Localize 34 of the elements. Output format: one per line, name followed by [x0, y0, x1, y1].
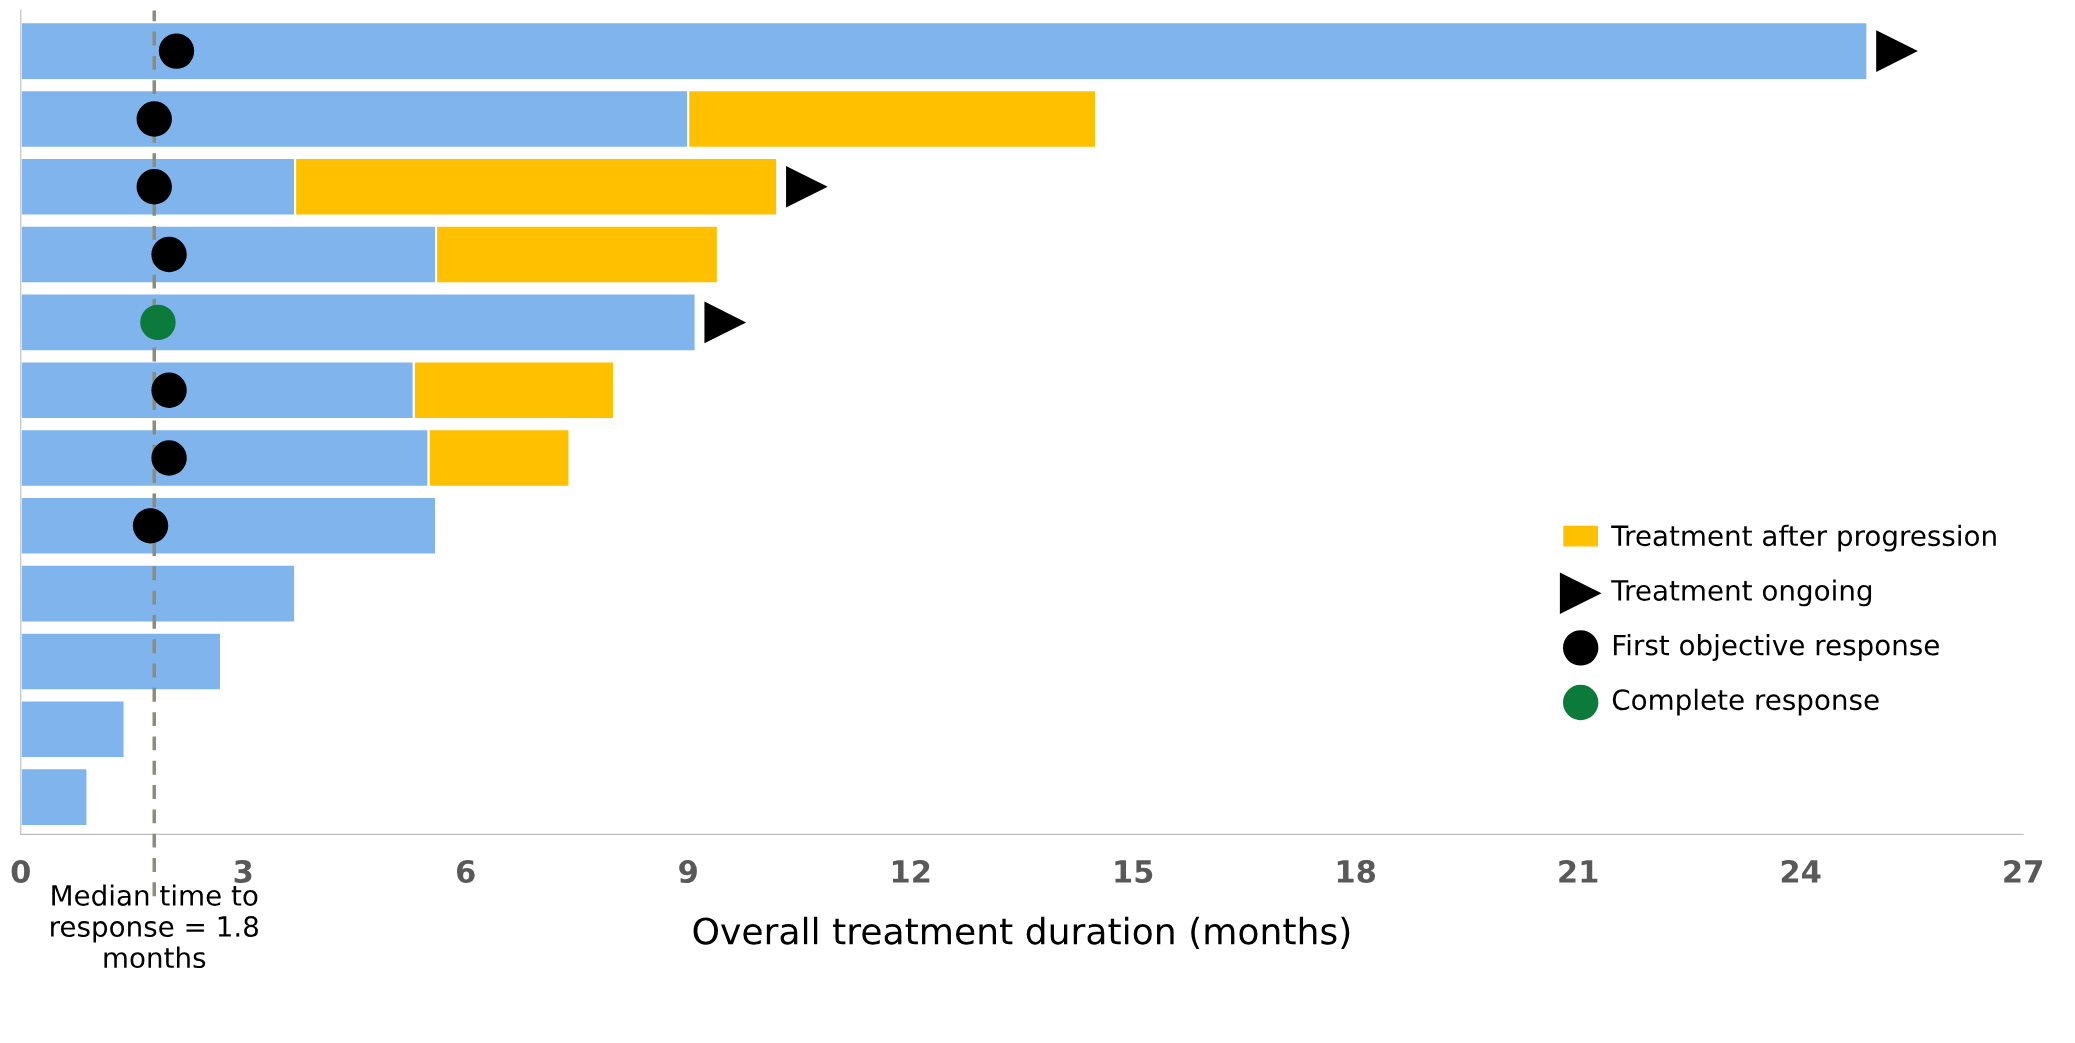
point [786, 165, 828, 208]
x-tick-label: 12 [892, 859, 930, 883]
x-tick-label: 24 [1781, 859, 1821, 883]
bar [20, 292, 697, 353]
bar [20, 767, 89, 827]
point [136, 169, 172, 205]
legend-label: Treatment ongoing [1611, 579, 1872, 607]
legend-label: Treatment after progression [1611, 524, 1996, 552]
x-tick-label: 6 [456, 859, 475, 884]
point [151, 236, 187, 273]
point [704, 301, 747, 344]
ref-line-label: Median time to response = 1.8 months [51, 884, 258, 969]
x-tick-label: 27 [2004, 859, 2042, 883]
bar [20, 631, 223, 692]
legend-label: Complete response [1612, 688, 1879, 716]
point [151, 440, 187, 476]
bar [20, 21, 1869, 81]
point [140, 304, 176, 341]
point [1876, 30, 1918, 72]
bar [20, 563, 297, 624]
x-tick-label: 21 [1559, 859, 1598, 883]
x-tick-label: 18 [1337, 859, 1376, 884]
bar [20, 495, 438, 556]
legend-label: First objective response [1613, 634, 1939, 661]
x-tick-label: 3 [234, 859, 252, 884]
point [158, 33, 195, 69]
bar [20, 699, 126, 760]
point [151, 372, 187, 408]
x-axis-title: Overall treatment duration (months) [693, 916, 1350, 949]
point [136, 101, 172, 137]
x-tick-label: 15 [1115, 860, 1153, 884]
x-tick-label: 9 [679, 859, 697, 884]
point [132, 508, 169, 544]
x-tick-label: 0 [11, 859, 30, 884]
